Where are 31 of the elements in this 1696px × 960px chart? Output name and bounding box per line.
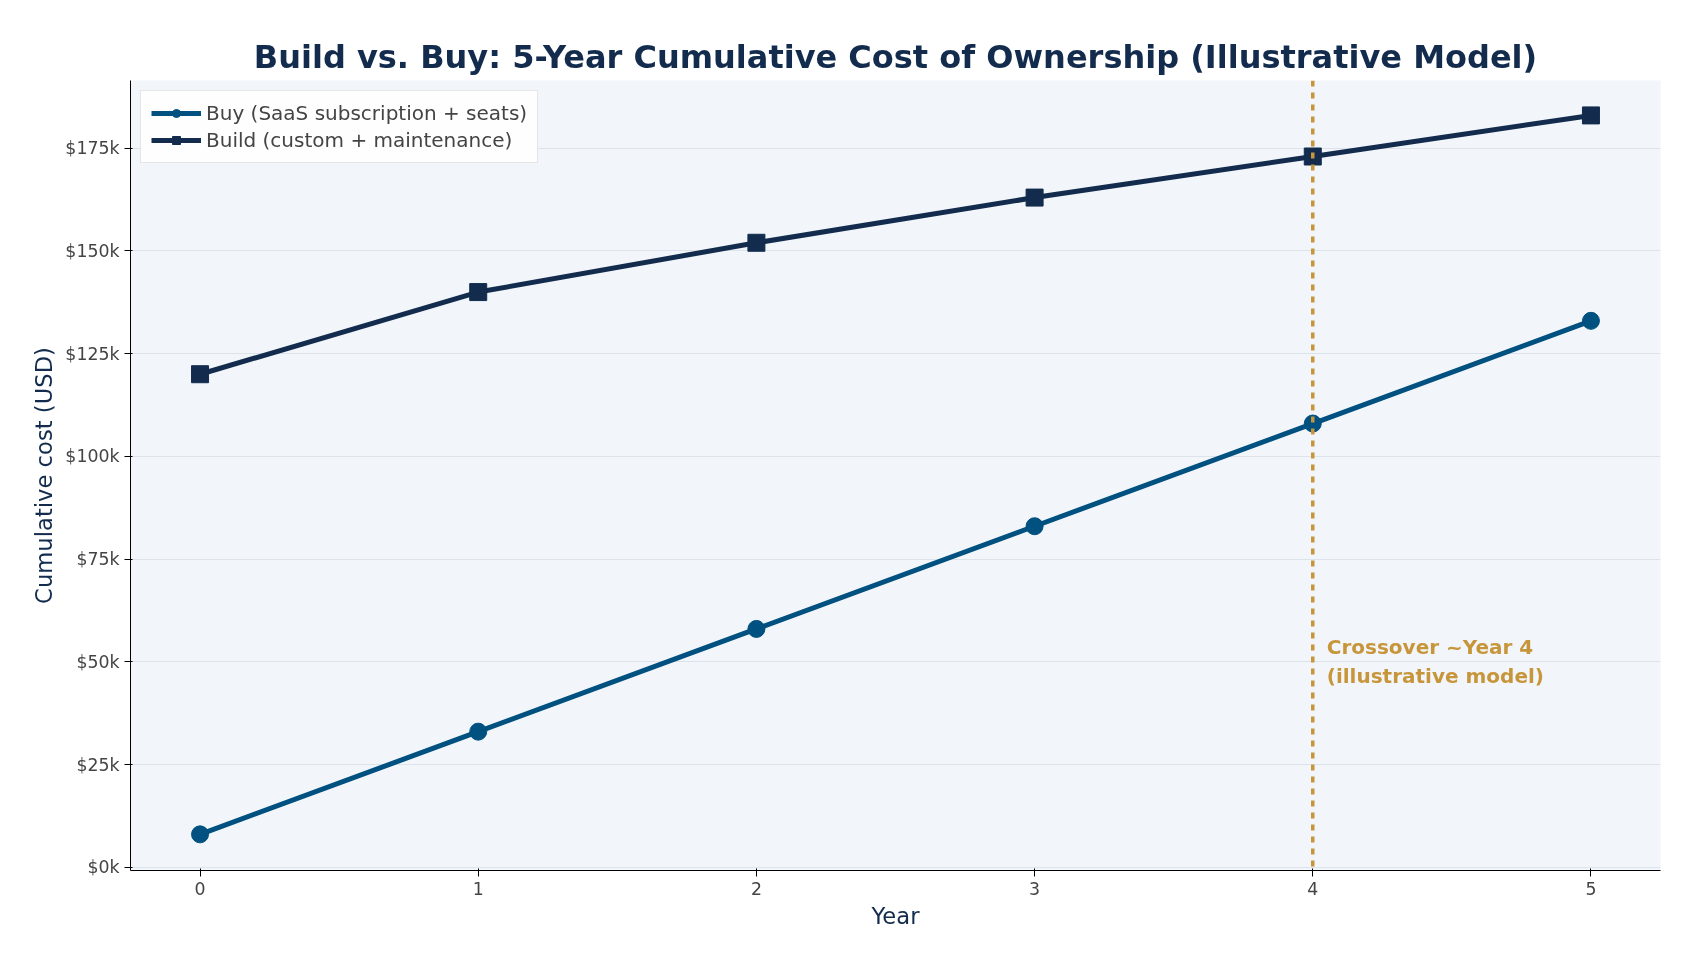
point bbox=[191, 825, 210, 844]
y-tick-label: $175k bbox=[65, 138, 120, 159]
legend-label: Buy (SaaS subscription + seats) bbox=[206, 101, 528, 125]
y-tick-label: $50k bbox=[76, 651, 120, 672]
y-tick-label: $100k bbox=[65, 446, 120, 467]
x-tick-label: 5 bbox=[1585, 878, 1597, 899]
point bbox=[747, 233, 766, 252]
x-tick-label: 3 bbox=[1029, 878, 1041, 899]
point bbox=[1025, 188, 1044, 207]
annotation: Crossover ~Year 4 (illustrative model) bbox=[1326, 635, 1544, 689]
x-axis-title: Year bbox=[870, 902, 921, 929]
y-tick-label: $0k bbox=[87, 857, 120, 878]
chart-title: Build vs. Buy: 5-Year Cumulative Cost of Ownership (Illustrative Model) bbox=[253, 37, 1538, 76]
point bbox=[191, 365, 210, 384]
x-tick-label: 0 bbox=[194, 878, 206, 899]
legend-label: Build (custom + maintenance) bbox=[206, 128, 513, 152]
point bbox=[1581, 311, 1600, 330]
point bbox=[469, 722, 488, 741]
point bbox=[747, 619, 766, 638]
x-tick-label: 1 bbox=[472, 878, 484, 899]
point bbox=[469, 283, 488, 302]
y-tick-label: $150k bbox=[65, 240, 120, 261]
y-tick-label: $125k bbox=[65, 343, 120, 364]
point bbox=[1303, 147, 1322, 166]
y-tick-label: $75k bbox=[76, 549, 120, 570]
y-axis-title: Cumulative cost (USD) bbox=[31, 347, 58, 604]
point bbox=[1581, 106, 1600, 125]
y-tick-label: $25k bbox=[76, 754, 120, 775]
x-tick-label: 4 bbox=[1307, 878, 1319, 899]
x-tick-label: 2 bbox=[750, 878, 762, 899]
point bbox=[1025, 517, 1044, 536]
